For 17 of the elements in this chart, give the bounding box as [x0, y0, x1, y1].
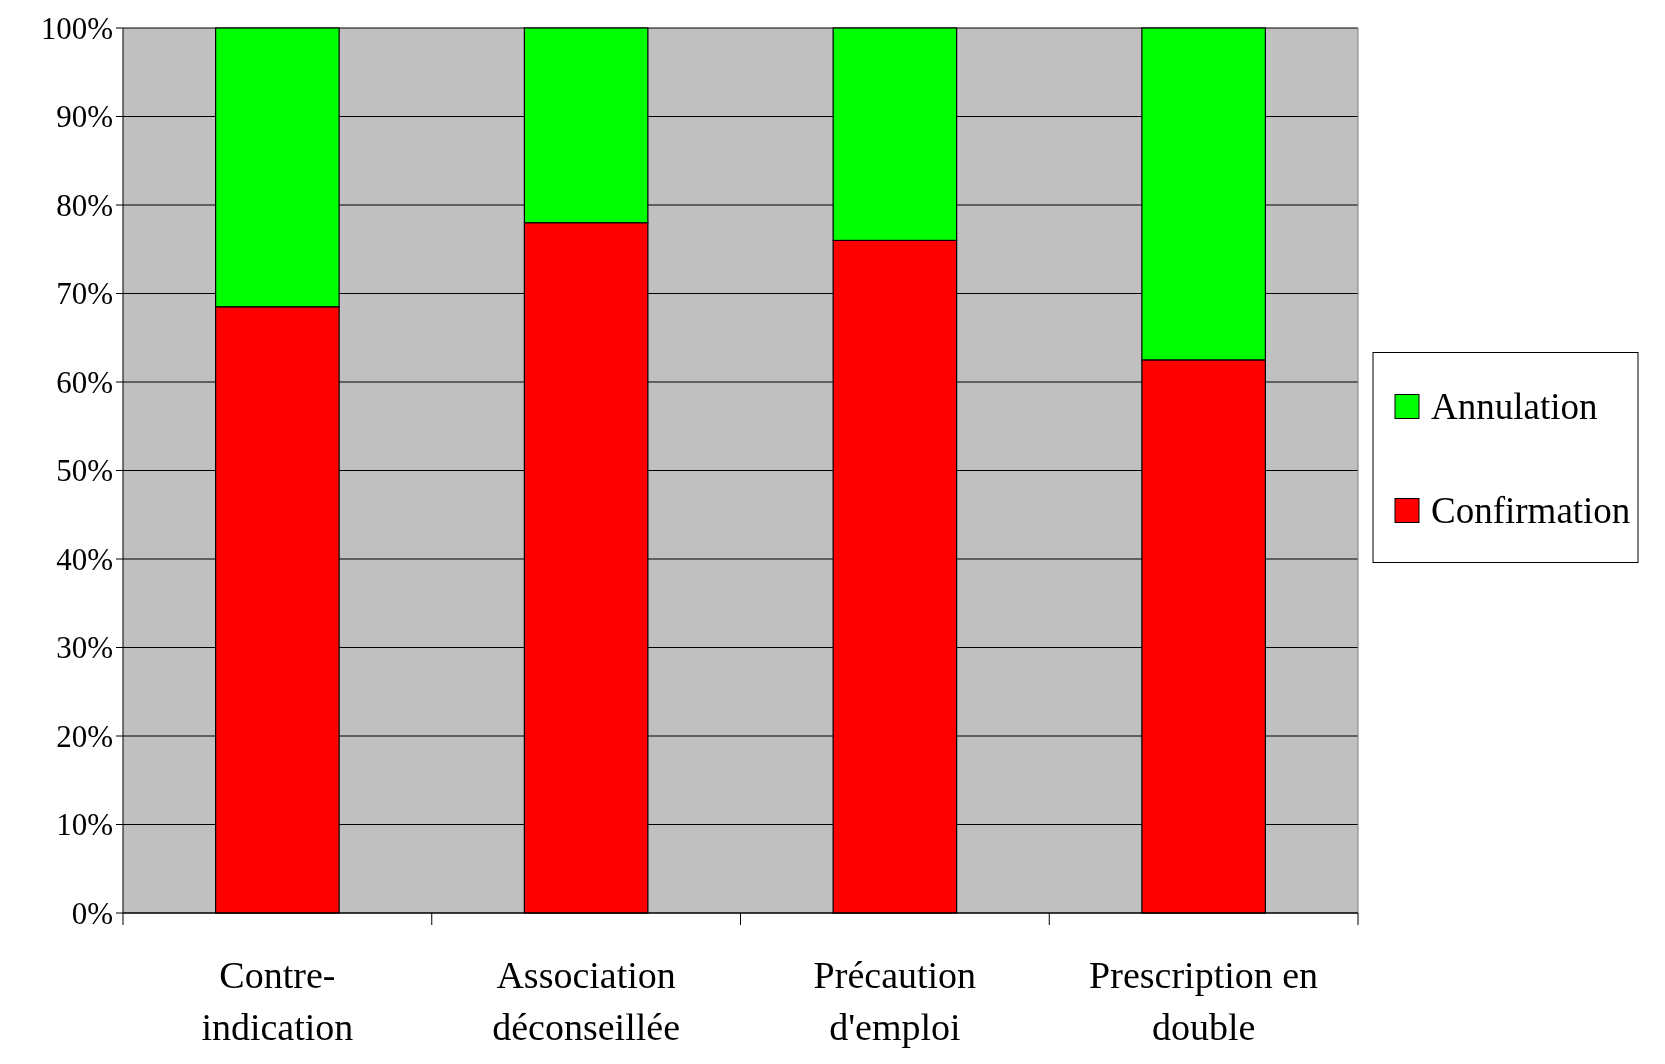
y-tick-label: 60%	[56, 364, 113, 400]
x-tick-label: Précaution d'emploi	[813, 954, 977, 1048]
y-tick-label: 80%	[56, 187, 113, 223]
y-tick-label: 40%	[56, 541, 113, 577]
y-tick-label: 10%	[56, 807, 113, 843]
y-tick-label: 50%	[56, 453, 113, 489]
y-tick-label: 100%	[40, 10, 113, 46]
y-tick-label: 90%	[56, 99, 113, 135]
x-tick-label: Prescription en double	[1089, 954, 1319, 1048]
legend-label: Confirmation	[1431, 490, 1631, 532]
y-tick-label: 20%	[56, 718, 113, 754]
y-tick-label: 0%	[71, 895, 113, 931]
y-tick-label: 70%	[56, 276, 113, 312]
legend-label: Annulation	[1431, 386, 1598, 428]
x-tick-label: Contre-indication	[201, 954, 354, 1048]
y-tick-label: 30%	[56, 630, 113, 666]
x-tick-label: Association déconseillée	[492, 954, 681, 1048]
